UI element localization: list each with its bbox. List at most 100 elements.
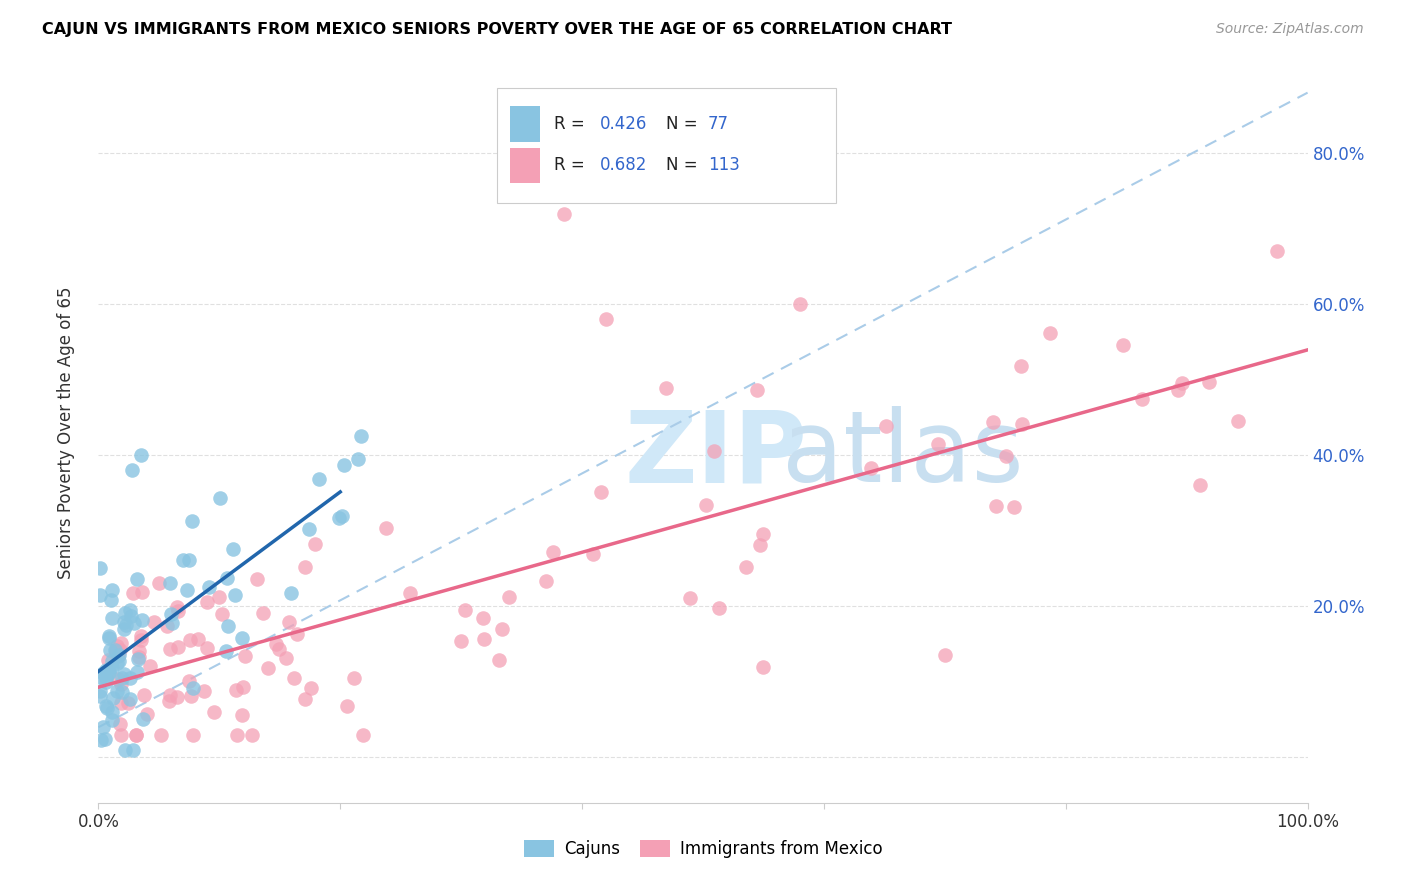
Point: [157, 694, 180, 708]
Point: [128, 650, 150, 665]
Point: [498, 590, 520, 604]
Point: [488, 653, 510, 667]
Point: [299, 681, 322, 695]
Point: [735, 559, 758, 574]
Point: [142, 615, 165, 629]
Point: [111, 672, 134, 686]
Point: [231, 708, 253, 723]
Point: [156, 619, 179, 633]
Point: [91, 721, 114, 735]
Point: [179, 633, 201, 648]
Point: [89, 683, 111, 698]
Point: [117, 696, 139, 710]
Point: [96, 701, 118, 715]
Point: [333, 458, 356, 472]
Point: [308, 472, 330, 486]
Point: [256, 661, 278, 675]
Point: [179, 552, 201, 566]
FancyBboxPatch shape: [509, 147, 540, 183]
Point: [131, 585, 153, 599]
Point: [118, 671, 141, 685]
Point: [582, 547, 605, 561]
Point: [122, 615, 145, 630]
Point: [101, 706, 124, 720]
Legend: Cajuns, Immigrants from Mexico: Cajuns, Immigrants from Mexico: [517, 833, 889, 865]
Point: [125, 572, 148, 586]
Point: [89, 588, 111, 602]
Point: [752, 527, 775, 541]
Point: [112, 622, 135, 636]
Point: [934, 648, 956, 663]
Point: [166, 599, 188, 614]
Point: [180, 514, 202, 528]
Point: [789, 297, 811, 311]
Text: R =: R =: [554, 115, 591, 133]
Point: [336, 699, 359, 714]
Point: [125, 728, 148, 742]
Point: [98, 643, 121, 657]
Text: N =: N =: [665, 156, 703, 174]
Point: [177, 674, 200, 689]
Text: R =: R =: [554, 156, 591, 174]
Point: [100, 593, 122, 607]
Point: [278, 615, 301, 629]
Point: [110, 696, 132, 710]
Point: [114, 743, 136, 757]
Point: [195, 595, 218, 609]
Point: [91, 666, 114, 681]
Point: [198, 580, 221, 594]
Point: [107, 648, 129, 662]
Point: [167, 604, 190, 618]
Text: 113: 113: [707, 156, 740, 174]
Point: [159, 575, 181, 590]
Point: [553, 206, 575, 220]
Point: [1132, 392, 1154, 406]
Point: [108, 654, 131, 668]
Point: [215, 644, 238, 658]
Point: [352, 728, 374, 742]
Point: [110, 636, 132, 650]
Point: [347, 452, 370, 467]
FancyBboxPatch shape: [498, 88, 837, 203]
Point: [101, 583, 124, 598]
Point: [591, 484, 613, 499]
Point: [90, 733, 112, 747]
Point: [202, 705, 225, 719]
Point: [110, 716, 132, 731]
Point: [125, 728, 148, 742]
Point: [90, 670, 112, 684]
Point: [98, 665, 121, 680]
Point: [283, 671, 305, 685]
Point: [101, 660, 124, 674]
Point: [110, 728, 132, 742]
Point: [187, 632, 209, 646]
Point: [105, 645, 128, 659]
Point: [127, 665, 149, 679]
Point: [240, 728, 263, 742]
Point: [679, 591, 702, 606]
Point: [450, 633, 472, 648]
Point: [118, 603, 141, 617]
Point: [131, 614, 153, 628]
Point: [491, 623, 513, 637]
Point: [211, 607, 233, 621]
Point: [100, 611, 122, 625]
Point: [1189, 478, 1212, 492]
Point: [159, 642, 181, 657]
Point: [97, 653, 120, 667]
Point: [703, 444, 725, 458]
Point: [398, 586, 420, 600]
Point: [128, 644, 150, 658]
Point: [595, 312, 617, 326]
FancyBboxPatch shape: [509, 106, 540, 142]
Point: [472, 632, 495, 647]
Point: [105, 684, 128, 698]
Point: [118, 692, 141, 706]
Point: [1011, 417, 1033, 431]
Text: 0.682: 0.682: [600, 156, 648, 174]
Point: [285, 627, 308, 641]
Point: [209, 491, 232, 505]
Point: [115, 617, 138, 632]
Point: [111, 684, 134, 698]
Text: Source: ZipAtlas.com: Source: ZipAtlas.com: [1216, 22, 1364, 37]
